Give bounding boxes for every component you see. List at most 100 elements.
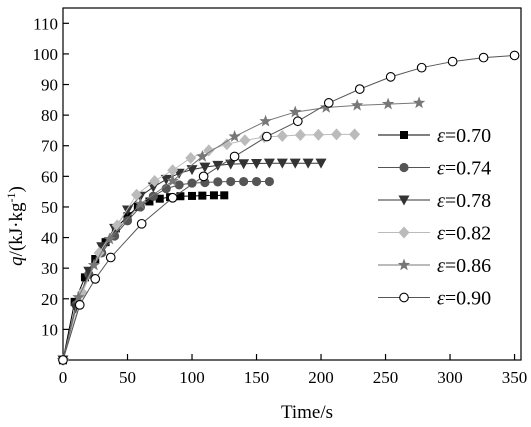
series-5 xyxy=(58,50,520,365)
data-point xyxy=(161,183,171,194)
data-point xyxy=(136,218,147,229)
legend-marker xyxy=(400,131,408,139)
data-point xyxy=(111,219,123,232)
y-axis-title: q/(kJ·kg-1) xyxy=(4,186,27,266)
legend: ε=0.70ε=0.74ε=0.78ε=0.82ε=0.86ε=0.90 xyxy=(378,125,491,310)
legend-label-symbol: ε xyxy=(437,223,445,245)
data-point xyxy=(226,176,236,187)
data-point xyxy=(155,194,164,203)
legend-item: ε=0.82 xyxy=(378,223,491,245)
legend-label-symbol: ε xyxy=(437,190,445,212)
legend-label: ε=0.90 xyxy=(437,288,491,310)
data-point xyxy=(209,191,218,200)
y-axis-title-symbol: q xyxy=(6,256,27,266)
data-point xyxy=(212,160,224,171)
data-point xyxy=(225,159,237,170)
x-tick-label: 50 xyxy=(119,368,136,387)
legend-label-value: =0.74 xyxy=(445,158,491,180)
data-point xyxy=(72,290,85,303)
data-point xyxy=(203,144,215,157)
x-tick-label: 250 xyxy=(373,368,399,387)
legend-label-value: =0.70 xyxy=(445,125,491,147)
data-point xyxy=(412,96,426,109)
data-point xyxy=(167,164,179,177)
y-tick-label: 70 xyxy=(41,137,58,156)
x-tick-label: 300 xyxy=(437,368,463,387)
data-point xyxy=(220,191,229,200)
plot-frame xyxy=(62,7,522,361)
legend-label: ε=0.74 xyxy=(437,158,491,180)
data-point xyxy=(80,273,89,282)
legend-marker xyxy=(397,258,411,271)
data-point xyxy=(315,158,327,169)
data-point xyxy=(105,252,116,263)
data-point xyxy=(188,191,197,200)
legend-label: ε=0.82 xyxy=(437,223,491,245)
y-tick-label: 110 xyxy=(33,14,58,33)
data-point xyxy=(160,174,172,185)
data-point xyxy=(276,129,288,142)
data-point xyxy=(213,177,223,187)
x-tick-label: 150 xyxy=(244,368,270,387)
data-point xyxy=(239,176,249,187)
y-tick-label: 40 xyxy=(41,229,58,248)
y-axis-title-exponent: -1 xyxy=(4,193,18,203)
series-line xyxy=(62,102,420,361)
legend-label-value: =0.78 xyxy=(445,190,491,212)
data-point xyxy=(478,52,489,63)
data-point xyxy=(238,159,250,170)
data-point xyxy=(149,174,161,187)
legend-marker xyxy=(399,162,409,173)
data-point xyxy=(145,197,154,206)
data-point xyxy=(58,355,68,365)
data-point xyxy=(292,116,303,127)
data-point xyxy=(251,158,263,169)
data-point xyxy=(354,84,365,94)
series-line xyxy=(62,181,270,361)
data-point xyxy=(381,97,395,110)
data-point xyxy=(509,50,520,61)
data-point xyxy=(196,149,209,162)
legend-item: ε=0.74 xyxy=(378,158,491,180)
data-point xyxy=(251,176,262,187)
data-point xyxy=(302,158,314,169)
series-0 xyxy=(59,191,229,364)
data-point xyxy=(93,246,105,259)
data-point xyxy=(174,180,184,190)
x-axis-title: Time/s xyxy=(281,402,333,423)
data-point xyxy=(259,114,272,127)
y-tick-label: 80 xyxy=(41,106,58,125)
data-point xyxy=(331,128,343,141)
y-tick-label: 30 xyxy=(41,259,58,278)
data-point xyxy=(167,192,178,203)
data-point xyxy=(261,131,272,142)
data-point xyxy=(166,174,179,187)
data-point xyxy=(221,138,233,151)
data-point xyxy=(74,300,85,310)
y-tick-label: 20 xyxy=(41,290,58,309)
legend-label-symbol: ε xyxy=(437,158,445,180)
data-point xyxy=(349,128,361,141)
data-point xyxy=(229,151,240,162)
legend-label: ε=0.70 xyxy=(437,125,491,147)
data-point xyxy=(276,158,288,169)
data-point xyxy=(134,197,147,210)
data-point xyxy=(103,232,116,245)
legend-marker xyxy=(399,292,409,303)
legend-item: ε=0.70 xyxy=(378,125,491,147)
data-point xyxy=(385,72,396,82)
data-point xyxy=(289,105,302,118)
data-point xyxy=(148,191,158,201)
axes: 0 50 100 150 200 250 300 350 10 20 30 40 50 60 70 80 90 1… xyxy=(33,7,527,387)
data-point xyxy=(186,165,198,176)
x-tick-label: 0 xyxy=(59,368,68,387)
data-point xyxy=(312,128,324,141)
y-tick-label: 90 xyxy=(41,76,58,95)
y-axis-title-close: ) xyxy=(6,186,27,192)
data-point xyxy=(198,171,209,182)
data-point xyxy=(264,176,275,187)
y-axis-title-units: /(kJ·kg xyxy=(6,202,27,256)
data-point xyxy=(122,216,133,226)
x-tick-label: 200 xyxy=(308,368,334,387)
